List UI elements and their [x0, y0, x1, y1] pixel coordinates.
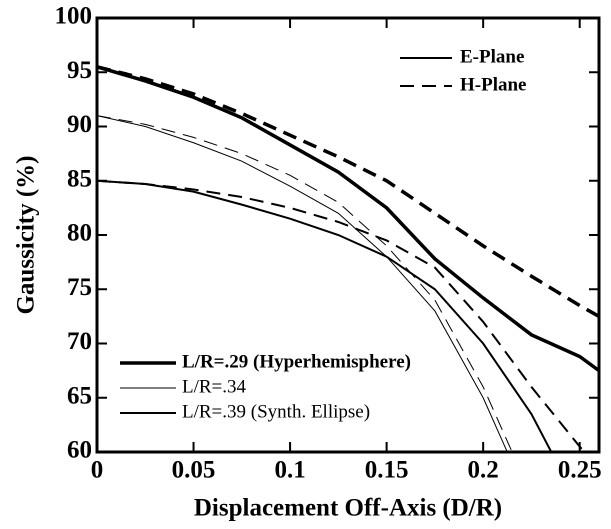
data-line [97, 179, 553, 452]
y-tick-label: 85 [67, 165, 92, 192]
y-tick-label: 60 [67, 437, 92, 464]
legend-label: L/R=.39 (Synth. Ellipse) [182, 401, 370, 422]
x-tick-label: 0.05 [172, 457, 216, 484]
y-tick-label: 100 [55, 3, 93, 30]
data-line [97, 115, 508, 452]
plot-lines [97, 65, 599, 452]
y-tick-label: 90 [67, 111, 92, 138]
legend-label: L/R=.29 (Hyperhemisphere) [182, 351, 411, 372]
x-axis-label: Displacement Off-Axis (D/R) [194, 495, 502, 522]
y-tick-label: 95 [67, 57, 92, 84]
data-line [97, 115, 513, 452]
plot-frame [95, 16, 601, 454]
y-axis-label: Gaussicity (%) [13, 155, 40, 314]
x-tick-label: 0.2 [468, 457, 499, 484]
y-tick-label: 80 [67, 220, 92, 247]
data-line [97, 179, 586, 452]
x-tick-label: 0.15 [365, 457, 409, 484]
legend-label: L/R=.34 [182, 376, 247, 397]
data-line [97, 65, 599, 373]
legend-label: E-Plane [460, 46, 524, 67]
x-tick-label: 0.1 [274, 457, 305, 484]
y-tick-label: 75 [67, 274, 92, 301]
x-tick-label: 0 [91, 457, 104, 484]
data-line [97, 65, 599, 318]
y-tick-label: 70 [67, 328, 92, 355]
legend-label: H-Plane [460, 74, 527, 95]
x-tick-label: 0.25 [558, 457, 602, 484]
y-tick-label: 65 [67, 382, 92, 409]
